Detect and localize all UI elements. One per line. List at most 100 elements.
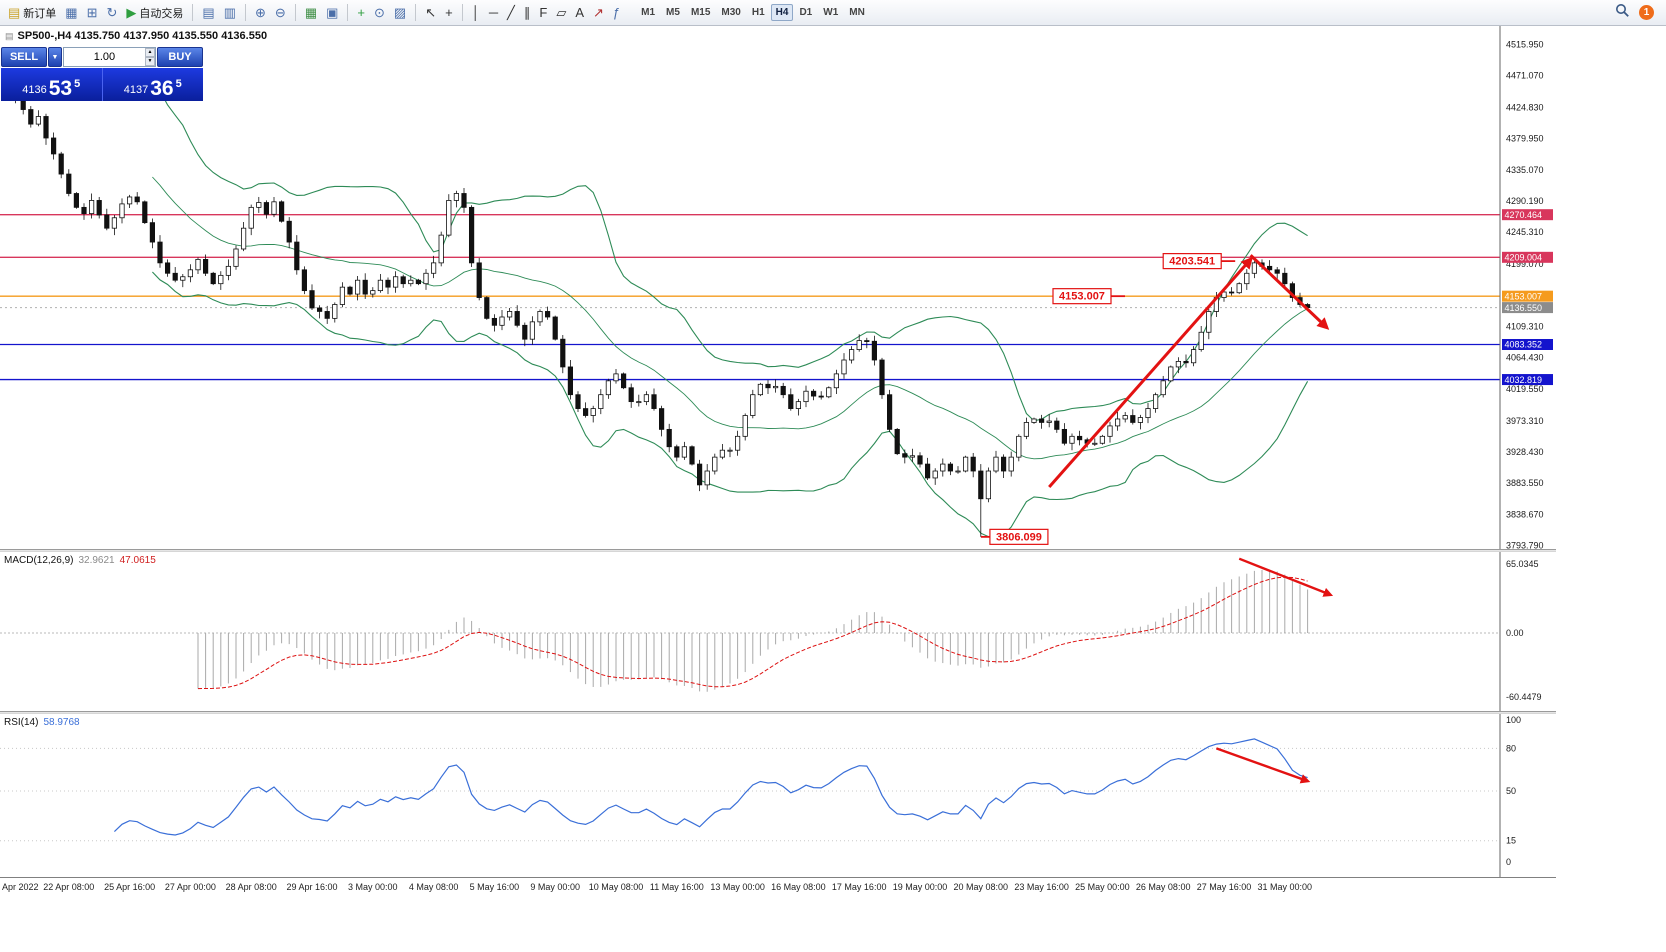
candle-body	[491, 317, 498, 326]
order-type-dropdown[interactable]: ▼	[48, 47, 62, 67]
main-price-chart[interactable]: 4203.541 4153.007 3806.099 4515.950 4471.070…	[0, 26, 1556, 549]
volume-up-button[interactable]: ▲	[144, 48, 155, 57]
candle-body	[1099, 435, 1105, 444]
horizontal-line-button[interactable]: ─	[485, 3, 502, 23]
rsi-panel[interactable]: 100 80 50 15 0	[0, 714, 1556, 877]
sell-button[interactable]: SELL	[1, 47, 47, 67]
add-indicator-button[interactable]: +	[353, 3, 369, 23]
market-watch-button[interactable]: ▦	[61, 3, 81, 23]
refresh-button[interactable]: ↻	[103, 3, 122, 23]
timeframe-mn-button[interactable]: MN	[844, 4, 870, 21]
tile-windows-button[interactable]: ▦	[301, 3, 321, 23]
candle-body	[339, 286, 346, 305]
macd-name: MACD(12,26,9)	[4, 555, 74, 566]
new-order-button[interactable]: ▤ 新订单	[4, 3, 60, 23]
candle-body	[522, 324, 528, 340]
zoom-in-button[interactable]: ⊕	[251, 3, 270, 23]
cascade-windows-button[interactable]: ▣	[322, 3, 342, 23]
time-axis-label: 20 May 08:00	[953, 882, 1009, 892]
candle-body	[1191, 349, 1197, 364]
candle-body	[35, 116, 42, 125]
search-icon[interactable]	[1615, 3, 1630, 23]
period-button[interactable]: ⊙	[370, 3, 389, 23]
chart-title-text: SP500-,H4 4135.750 4137.950 4135.550 413…	[17, 30, 268, 42]
chart-window: ▤ SP500-,H4 4135.750 4137.950 4135.550 4…	[0, 26, 1556, 896]
macd-panel[interactable]: 65.0345 0.00 -60.4479	[0, 552, 1556, 711]
candle-body	[1031, 418, 1037, 423]
candle-body	[636, 401, 642, 404]
timeframe-m15-button[interactable]: M15	[686, 4, 715, 21]
candle-body	[674, 446, 680, 458]
candle-body	[719, 449, 726, 458]
price-tag[interactable]	[1502, 302, 1553, 314]
reversal-arrow[interactable]	[1249, 254, 1330, 330]
time-axis[interactable]: Apr 2022 22 Apr 08:00 25 Apr 16:00 27 Apr 0…	[0, 877, 1556, 896]
navigator-button[interactable]: ⊞	[83, 3, 102, 23]
candle-body	[879, 359, 885, 396]
timeframe-d1-button[interactable]: D1	[794, 4, 817, 21]
candle-body	[263, 202, 270, 215]
cursor-button[interactable]: ↖	[421, 3, 440, 23]
price-tag[interactable]	[1502, 209, 1553, 221]
macd-down-arrow[interactable]	[1238, 557, 1334, 597]
low-price-label-box[interactable]	[989, 528, 1049, 545]
timeframe-h1-button[interactable]: H1	[747, 4, 770, 21]
low-price-label: 3806.099	[996, 531, 1042, 543]
candle-body	[871, 340, 878, 361]
price-tag[interactable]	[1502, 374, 1553, 386]
notification-badge[interactable]: 1	[1639, 5, 1654, 20]
buy-button[interactable]: BUY	[157, 47, 203, 67]
timeframe-m30-button[interactable]: M30	[716, 4, 745, 21]
rally-arrow[interactable]	[1048, 256, 1253, 488]
candle-body	[316, 307, 323, 312]
candle-body	[164, 262, 171, 274]
mid-price-label-box[interactable]	[1052, 288, 1112, 305]
volume-down-button[interactable]: ▼	[144, 57, 155, 66]
new-order-icon: ▤	[8, 5, 21, 20]
candle-body	[294, 241, 300, 271]
candle-body	[621, 373, 627, 389]
candle-body	[993, 456, 999, 472]
panel-divider[interactable]	[0, 711, 1556, 714]
crosshair-button[interactable]: +	[441, 3, 457, 23]
autotrading-button[interactable]: ▶ 自动交易	[122, 3, 187, 23]
text-button[interactable]: A	[571, 3, 588, 23]
candle-body	[1206, 311, 1212, 333]
candle-body	[864, 340, 870, 342]
arrow-object-button[interactable]: ↗	[589, 3, 608, 23]
time-axis-label: 17 May 16:00	[831, 882, 887, 892]
candle-body	[104, 214, 110, 229]
price-tag[interactable]	[1502, 290, 1553, 302]
charts-list-button[interactable]: ▤	[198, 3, 218, 23]
timeframe-h4-button[interactable]: H4	[770, 4, 794, 21]
peak-price-label-box[interactable]	[1162, 253, 1222, 270]
candle-body	[1168, 366, 1174, 382]
shapes-button[interactable]: ▱	[552, 3, 570, 23]
candle-body	[681, 446, 688, 458]
volume-input[interactable]	[64, 48, 145, 66]
rsi-down-arrow[interactable]	[1215, 747, 1311, 784]
timeframe-m1-button[interactable]: M1	[636, 4, 660, 21]
price-tag[interactable]	[1502, 338, 1553, 350]
trendline-button[interactable]: ╱	[503, 3, 519, 23]
main-toolbar: ▤ 新订单 ▦ ⊞ ↻ ▶ 自动交易 ▤ ▥ ⊕ ⊖ ▦ ▣ + ⊙ ▨ ↖ + │ ─ ╱ ∥ F ▱ A ↗ ƒ M1 M5 M15…	[0, 0, 1666, 26]
fibonacci-button[interactable]: F	[535, 3, 551, 23]
chart-window-button[interactable]: ▥	[220, 3, 240, 23]
timeframe-w1-button[interactable]: W1	[818, 4, 843, 21]
buy-price-display[interactable]: 4137 36 5	[102, 68, 203, 101]
sell-price-display[interactable]: 4136 53 5	[1, 68, 103, 101]
indicators-button[interactable]: ƒ	[609, 3, 624, 23]
template-button[interactable]: ▨	[390, 3, 410, 23]
timeframe-toolbar: M1 M5 M15 M30 H1 H4 D1 W1 MN	[636, 4, 870, 21]
price-tag[interactable]	[1502, 251, 1553, 263]
panel-divider[interactable]	[0, 549, 1556, 552]
vertical-line-button[interactable]: │	[468, 3, 484, 23]
zoom-out-button[interactable]: ⊖	[271, 3, 290, 23]
candle-body	[225, 265, 231, 276]
toolbar-separator	[245, 4, 246, 21]
channel-button[interactable]: ∥	[520, 3, 535, 23]
candle-body	[240, 227, 247, 250]
candle-body	[514, 311, 520, 326]
timeframe-m5-button[interactable]: M5	[661, 4, 685, 21]
candle-body	[552, 316, 558, 340]
